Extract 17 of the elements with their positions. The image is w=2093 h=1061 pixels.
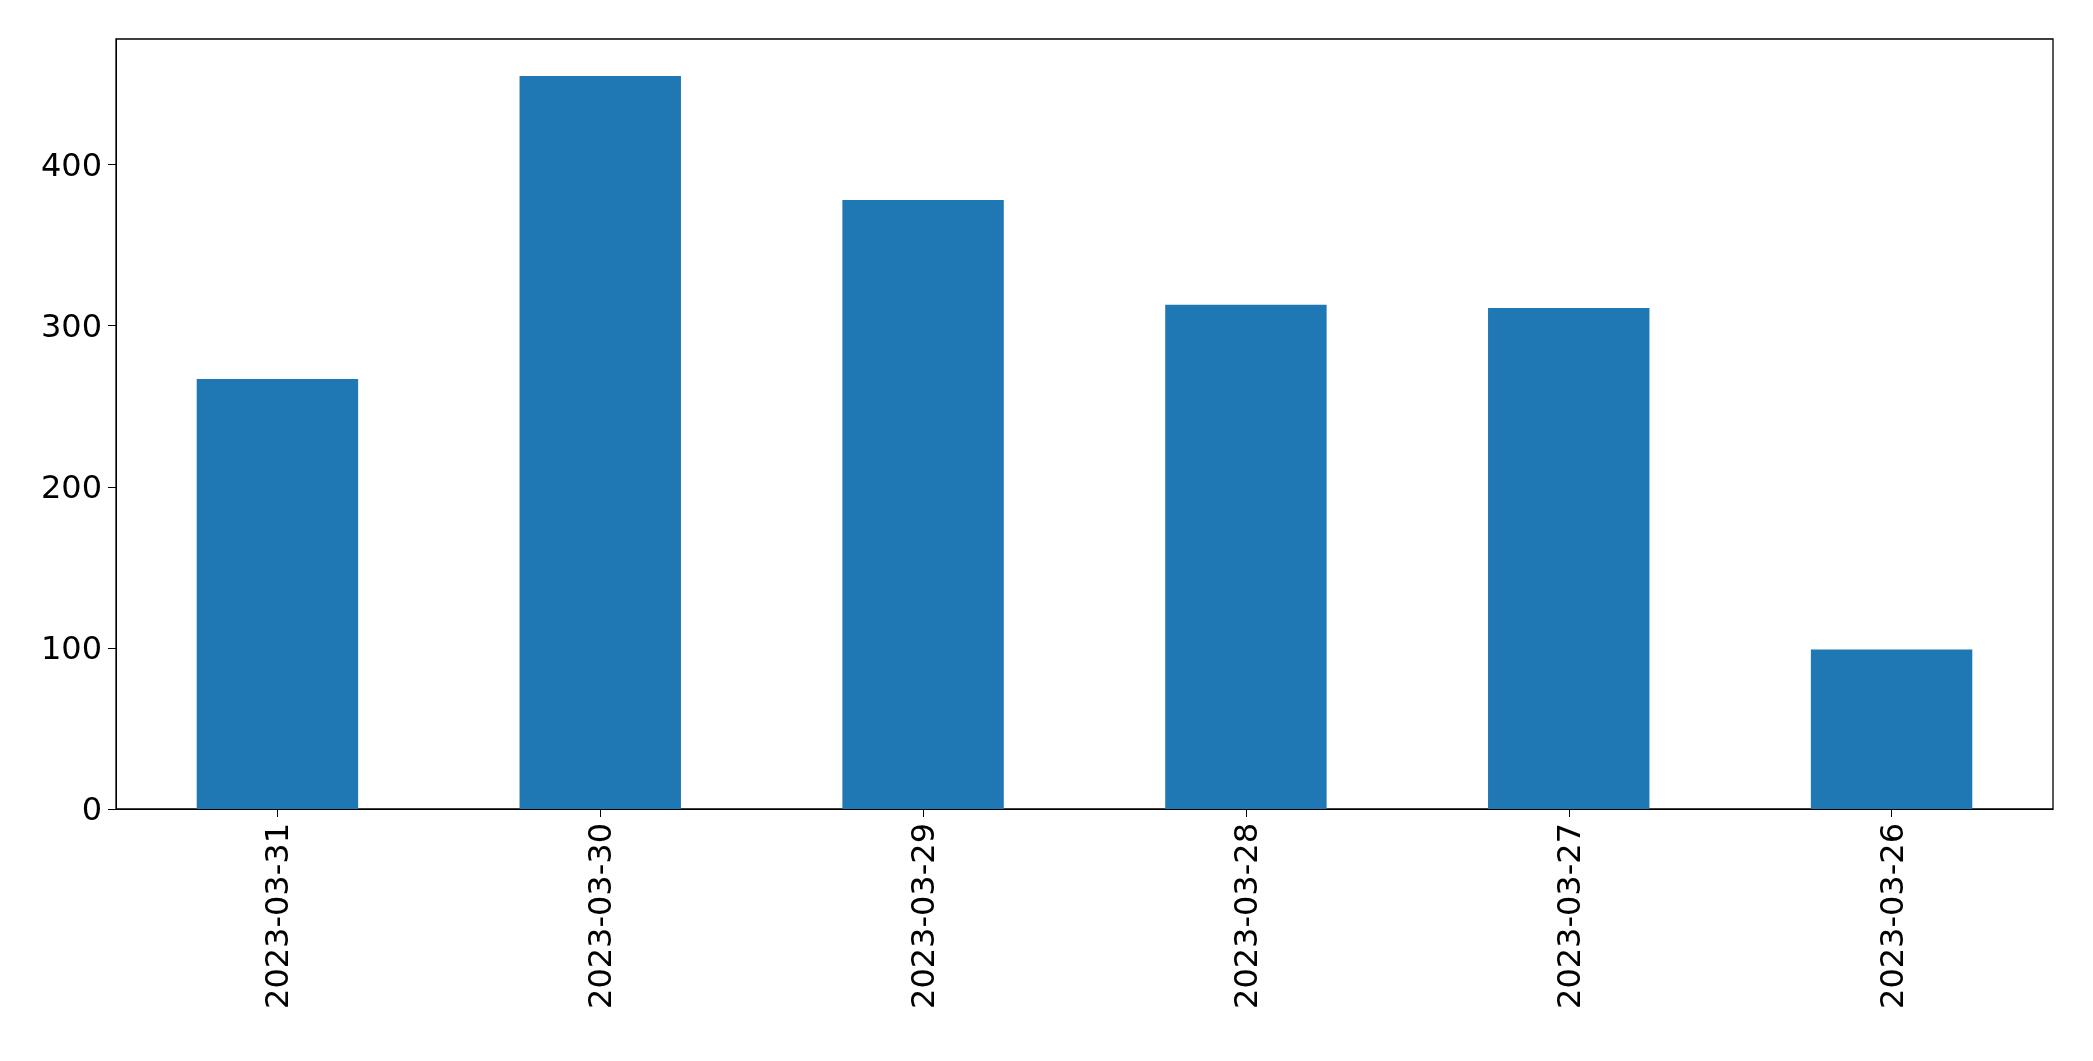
bar (842, 200, 1004, 809)
x-tick-label: 2023-03-30 (581, 823, 620, 1009)
bar (519, 76, 681, 809)
bar (1165, 304, 1327, 809)
x-tick-label: 2023-03-27 (1549, 823, 1588, 1009)
y-tick-label: 200 (40, 467, 102, 506)
bar (1810, 649, 1973, 809)
y-tick-label: 100 (40, 628, 102, 667)
x-tick-label: 2023-03-26 (1872, 823, 1911, 1009)
y-tick-label: 400 (40, 145, 102, 184)
y-tick-label: 0 (81, 790, 102, 828)
bar (1488, 308, 1650, 809)
x-tick-label: 2023-03-31 (258, 823, 297, 1009)
y-tick-label: 300 (40, 306, 102, 345)
bar (196, 378, 359, 809)
x-tick-label: 2023-03-29 (904, 823, 943, 1009)
x-tick-label: 2023-03-28 (1226, 823, 1265, 1009)
